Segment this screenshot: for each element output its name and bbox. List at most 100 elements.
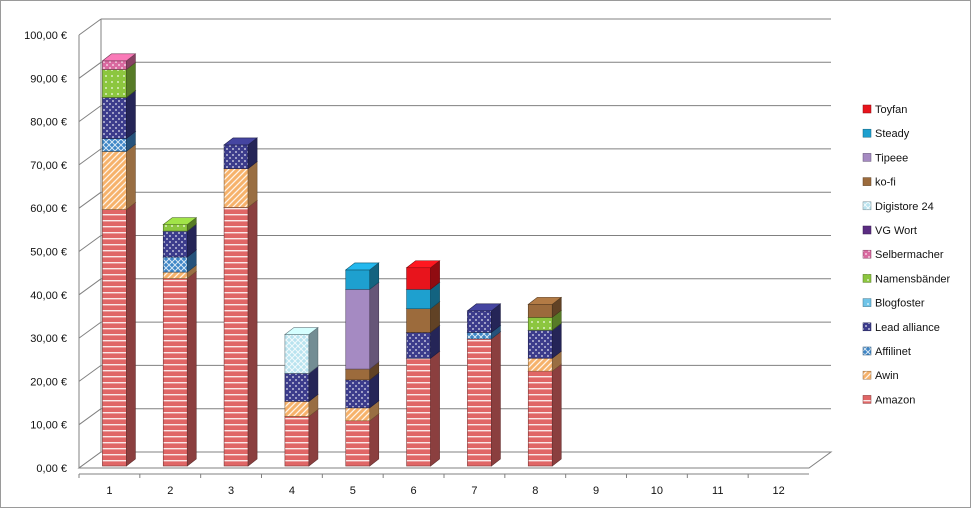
bar-segment-awin bbox=[101, 143, 137, 211]
legend-swatch bbox=[862, 274, 872, 283]
bar-front bbox=[345, 420, 371, 467]
y-tick-label: 80,00 € bbox=[30, 117, 67, 129]
bar-front bbox=[467, 310, 492, 333]
legend-swatch bbox=[862, 128, 872, 138]
bar-segment-amazon bbox=[405, 350, 441, 467]
x-tick-label: 9 bbox=[593, 485, 599, 497]
gridline-depth bbox=[78, 148, 102, 166]
bar-front bbox=[406, 267, 431, 290]
legend-item: Digistore 24 bbox=[862, 201, 934, 213]
legend-label: VG Wort bbox=[875, 225, 917, 237]
bar-front bbox=[223, 168, 249, 208]
bar-side bbox=[247, 160, 258, 209]
legend-swatch bbox=[862, 370, 872, 380]
bar-segment-amazon bbox=[223, 199, 258, 467]
bar-front bbox=[467, 332, 492, 340]
y-tick-label: 30,00 € bbox=[30, 333, 67, 345]
legend-swatch bbox=[862, 395, 872, 404]
bar-front bbox=[162, 256, 188, 273]
y-tick-label: 60,00 € bbox=[30, 203, 67, 215]
y-tick-label: 20,00 € bbox=[30, 376, 67, 388]
legend-label: ko-fi bbox=[875, 177, 896, 189]
bar-front bbox=[345, 288, 371, 370]
bar-segment-amazon bbox=[344, 413, 380, 467]
legend-label: Awin bbox=[875, 370, 899, 382]
bar-segment-amazon bbox=[527, 363, 563, 467]
bar-side bbox=[126, 143, 136, 211]
bar-front bbox=[345, 379, 371, 409]
legend-item: Steady bbox=[862, 128, 910, 140]
bar-top bbox=[162, 217, 198, 225]
bar-front bbox=[345, 269, 371, 290]
gridline-depth bbox=[78, 278, 102, 296]
bar-top bbox=[405, 260, 441, 269]
x-tick-label: 5 bbox=[350, 485, 356, 497]
legend-item: Namensbänder bbox=[862, 273, 951, 285]
legend-label: Steady bbox=[875, 128, 910, 140]
bar-top bbox=[101, 53, 137, 62]
bar-side bbox=[551, 363, 562, 467]
bar-front bbox=[223, 144, 249, 169]
x-tick-label: 6 bbox=[411, 485, 417, 497]
x-tick-label: 3 bbox=[228, 485, 234, 497]
legend-swatch bbox=[862, 104, 872, 114]
bar-segment-selbermacher bbox=[101, 53, 137, 71]
bar-front bbox=[162, 271, 188, 279]
bar-front bbox=[284, 416, 310, 467]
y-tick-label: 50,00 € bbox=[30, 247, 67, 259]
legend-swatch bbox=[862, 177, 872, 186]
bar-front bbox=[527, 357, 553, 372]
bar-segment-lead-alliance bbox=[466, 303, 502, 334]
gridline-depth bbox=[78, 364, 102, 382]
bar-side bbox=[186, 270, 197, 467]
gridline-depth bbox=[78, 61, 102, 79]
bar-side bbox=[369, 281, 380, 370]
gridline-depth bbox=[78, 235, 102, 252]
legend-item: Amazon bbox=[862, 394, 915, 406]
bar-front bbox=[162, 224, 188, 232]
x-tick-label: 1 bbox=[106, 485, 112, 497]
bar-top bbox=[223, 137, 258, 146]
y-tick-label: 0,00 € bbox=[36, 463, 67, 475]
bar-side bbox=[430, 350, 440, 467]
bar-segment-toyfan bbox=[405, 260, 441, 290]
bar-segment-amazon bbox=[466, 331, 502, 467]
x-tick-label: 2 bbox=[167, 485, 173, 497]
bar-front bbox=[527, 317, 553, 331]
bar-front bbox=[102, 151, 127, 210]
legend-label: Affilinet bbox=[875, 346, 911, 358]
gridline-depth bbox=[78, 321, 102, 339]
bar-front bbox=[223, 207, 249, 467]
bar-side bbox=[369, 413, 380, 467]
legend-label: Toyfan bbox=[875, 104, 907, 116]
bar-segment-tipeee bbox=[344, 281, 380, 370]
legend-item: Tipeee bbox=[862, 152, 908, 164]
bar-front bbox=[527, 370, 553, 467]
legend-item: Awin bbox=[862, 370, 899, 382]
legend-swatch bbox=[862, 225, 872, 235]
bar-top bbox=[527, 297, 563, 305]
bar-front bbox=[345, 407, 371, 422]
y-tick-label: 90,00 € bbox=[30, 73, 67, 85]
chart-floor bbox=[77, 451, 833, 469]
bar-front bbox=[406, 357, 431, 467]
gridline-depth bbox=[78, 191, 102, 209]
bar-front bbox=[162, 278, 188, 467]
bar-front bbox=[406, 288, 431, 309]
bar-front bbox=[284, 373, 310, 402]
bar-front bbox=[406, 308, 431, 333]
legend-item: Lead alliance bbox=[862, 322, 940, 334]
bar-segment-namensb-nder bbox=[162, 217, 198, 232]
x-tick-label: 12 bbox=[772, 485, 784, 497]
bar-segment-steady bbox=[344, 262, 380, 290]
legend-item: Affilinet bbox=[862, 346, 911, 358]
bar-top bbox=[284, 327, 319, 335]
bar-front bbox=[345, 368, 371, 381]
x-tick-label: 7 bbox=[471, 485, 477, 497]
bar-front bbox=[467, 338, 492, 467]
gridline-depth bbox=[78, 18, 102, 36]
gridline-depth bbox=[78, 408, 102, 426]
x-tick-label: 10 bbox=[651, 485, 663, 497]
